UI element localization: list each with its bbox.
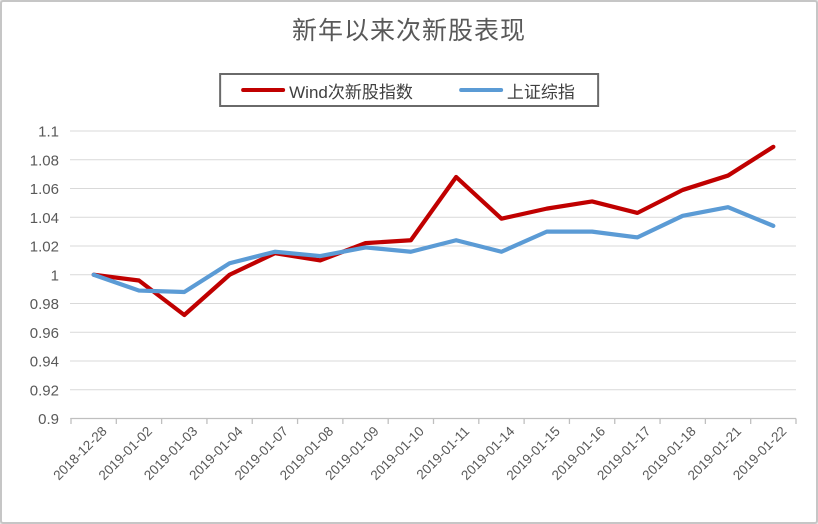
wind-index-line-swatch <box>241 87 286 93</box>
legend-item-wind-index: Wind次新股指数 <box>241 78 413 103</box>
y-axis-tick-label: 1.02 <box>30 239 59 256</box>
wind-index-line <box>91 144 776 318</box>
y-axis-tick-label: 1 <box>51 267 59 284</box>
chart-title: 新年以来次新股表现 <box>291 17 526 45</box>
y-axis-tick-label: 0.9 <box>38 411 59 428</box>
y-axis-tick-label: 1.1 <box>38 124 59 141</box>
y-axis-tick-label: 0.96 <box>30 325 59 342</box>
shanghai-composite-line <box>91 205 776 295</box>
legend: Wind次新股指数 上证综指 <box>219 73 599 107</box>
y-axis-tick-label: 0.98 <box>30 296 59 313</box>
y-axis-tick-label: 0.92 <box>30 382 59 399</box>
y-axis-tick-label: 1.06 <box>30 181 59 198</box>
shanghai-composite-line-swatch <box>458 87 503 93</box>
wind-index-legend-label: Wind次新股指数 <box>289 82 413 102</box>
y-axis-tick-label: 1.04 <box>30 210 59 227</box>
legend-item-shanghai-composite: 上证综指 <box>458 78 575 103</box>
shanghai-composite-legend-label: 上证综指 <box>506 82 575 102</box>
y-axis-tick-label: 0.94 <box>30 354 59 371</box>
y-axis-tick-label: 1.08 <box>30 152 59 169</box>
